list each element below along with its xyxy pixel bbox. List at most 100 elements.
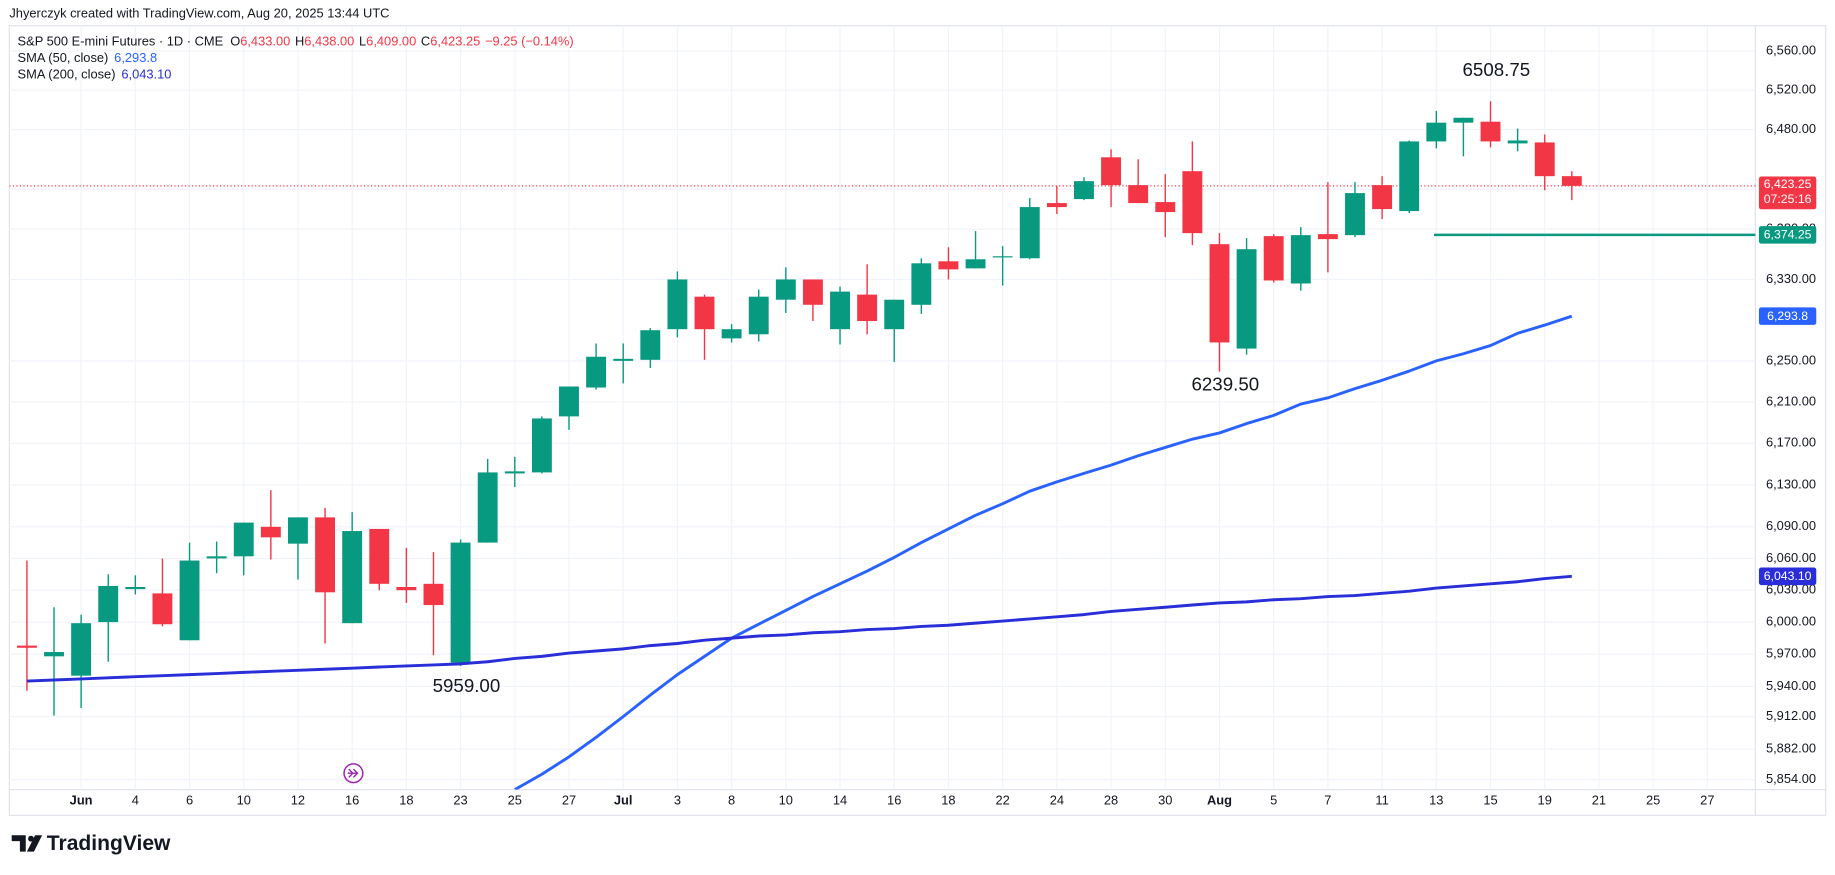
x-tick-label: 24 bbox=[1050, 793, 1064, 808]
x-tick-label: 27 bbox=[1700, 793, 1714, 808]
candle-body bbox=[288, 517, 308, 544]
candle-body bbox=[44, 652, 64, 657]
legend-change: −9.25 (−0.14%) bbox=[485, 34, 574, 49]
plot-area bbox=[9, 25, 1756, 790]
credit: Jhyerczyk created with TradingView.com, … bbox=[9, 5, 389, 20]
candle-body bbox=[396, 587, 417, 591]
candle-body bbox=[423, 583, 444, 606]
x-tick-label: Jul bbox=[614, 793, 633, 808]
x-tick-label: 8 bbox=[728, 793, 735, 808]
candle-body bbox=[1182, 171, 1203, 234]
legend-symbol: S&P 500 E-mini Futures · 1D · CME bbox=[18, 34, 224, 49]
candle-body bbox=[260, 526, 281, 538]
candle-body bbox=[1399, 141, 1420, 212]
y-tick-label: 6,480.00 bbox=[1766, 121, 1816, 136]
legend-ohlc-value: 6,409.00 bbox=[366, 34, 416, 49]
candle-body bbox=[1101, 157, 1122, 186]
candle-body bbox=[938, 261, 959, 270]
y-tick-label: 6,210.00 bbox=[1766, 393, 1816, 408]
candle-body bbox=[640, 330, 661, 360]
sma-badge-label: 6,043.10 bbox=[1764, 569, 1812, 583]
candle-body bbox=[531, 418, 552, 473]
y-tick-label: 6,060.00 bbox=[1766, 550, 1816, 565]
last-price-label: 6,423.25 bbox=[1764, 177, 1812, 191]
legend-ohlc-key: L bbox=[359, 34, 366, 49]
x-tick-label: 10 bbox=[237, 793, 251, 808]
candle-body bbox=[748, 296, 769, 335]
y-tick-label: 6,170.00 bbox=[1766, 435, 1816, 450]
candle-body bbox=[802, 279, 823, 305]
candle-body bbox=[1155, 202, 1176, 213]
candle-body bbox=[1317, 234, 1338, 240]
sma-badge bbox=[1758, 567, 1817, 586]
candle-body bbox=[775, 279, 796, 300]
y-tick-label: 6,330.00 bbox=[1766, 271, 1816, 286]
candle-body bbox=[450, 542, 471, 663]
sma-badge bbox=[1758, 307, 1817, 325]
x-tick-label: 15 bbox=[1483, 793, 1497, 808]
y-tick-label: 5,940.00 bbox=[1766, 678, 1816, 693]
candle-body bbox=[1372, 185, 1393, 210]
candle-body bbox=[1263, 236, 1284, 281]
annotation: 5959.00 bbox=[433, 675, 501, 696]
x-tick-label: 7 bbox=[1324, 793, 1331, 808]
candle-body bbox=[965, 259, 986, 269]
candle-body bbox=[559, 386, 579, 417]
x-tick-label: 27 bbox=[562, 793, 576, 808]
candle-body bbox=[1453, 117, 1474, 123]
x-tick-label: 30 bbox=[1158, 793, 1172, 808]
candle-body bbox=[667, 279, 688, 330]
candle-body bbox=[911, 263, 932, 305]
y-tick-label: 6,560.00 bbox=[1766, 42, 1816, 57]
candle-body bbox=[315, 517, 336, 593]
x-tick-label: 11 bbox=[1375, 793, 1388, 808]
candle-body bbox=[1561, 176, 1582, 186]
x-tick-label: 28 bbox=[1104, 793, 1118, 808]
candle-body bbox=[1426, 122, 1447, 142]
brand-logo bbox=[11, 835, 43, 852]
x-tick-label: 18 bbox=[399, 793, 413, 808]
x-tick-label: 25 bbox=[508, 793, 522, 808]
y-tick-label: 6,520.00 bbox=[1766, 82, 1816, 97]
candle-body bbox=[613, 358, 634, 361]
candle-body bbox=[369, 528, 390, 584]
x-tick-label: Jun bbox=[70, 793, 93, 808]
candle-body bbox=[1128, 185, 1149, 204]
candle-body bbox=[504, 471, 525, 474]
x-tick-label: 13 bbox=[1429, 793, 1443, 808]
x-tick-label: 12 bbox=[291, 793, 305, 808]
plot-layer: 6,560.006,520.006,480.006,420.006,380.00… bbox=[9, 25, 1817, 808]
candle-body bbox=[1534, 142, 1555, 177]
candle-body bbox=[179, 560, 200, 641]
legend-ohlc-value: 6,433.00 bbox=[240, 34, 290, 49]
x-tick-label: 16 bbox=[887, 793, 901, 808]
countdown-label: 07:25:16 bbox=[1764, 192, 1812, 206]
sma-line bbox=[26, 574, 1572, 683]
x-tick-label: 18 bbox=[941, 793, 955, 808]
x-tick-label: Aug bbox=[1207, 793, 1232, 808]
candle-body bbox=[694, 296, 715, 330]
legend-ohlc-value: 6,438.00 bbox=[304, 34, 354, 49]
brand-name: TradingView bbox=[47, 832, 171, 855]
candle-body bbox=[233, 522, 254, 557]
y-tick-label: 6,000.00 bbox=[1766, 614, 1816, 629]
y-tick-label: 5,970.00 bbox=[1766, 646, 1816, 661]
candle-body bbox=[342, 531, 363, 624]
sma-badge-label: 6,293.8 bbox=[1767, 309, 1808, 323]
candle-body bbox=[1507, 140, 1528, 144]
y-tick-label: 6,250.00 bbox=[1766, 352, 1816, 367]
candle-body bbox=[830, 291, 850, 330]
legend-sma-name: SMA (200, close) bbox=[18, 66, 116, 81]
y-tick-label: 5,882.00 bbox=[1766, 741, 1816, 756]
x-tick-label: 19 bbox=[1538, 793, 1552, 808]
y-tick-label: 6,030.00 bbox=[1766, 582, 1816, 597]
candle-body bbox=[857, 294, 878, 322]
candle-body bbox=[1480, 121, 1501, 142]
x-tick-label: 10 bbox=[779, 793, 793, 808]
event-icon[interactable] bbox=[343, 763, 364, 784]
y-tick-label: 5,854.00 bbox=[1766, 771, 1816, 786]
x-tick-label: 16 bbox=[345, 793, 359, 808]
